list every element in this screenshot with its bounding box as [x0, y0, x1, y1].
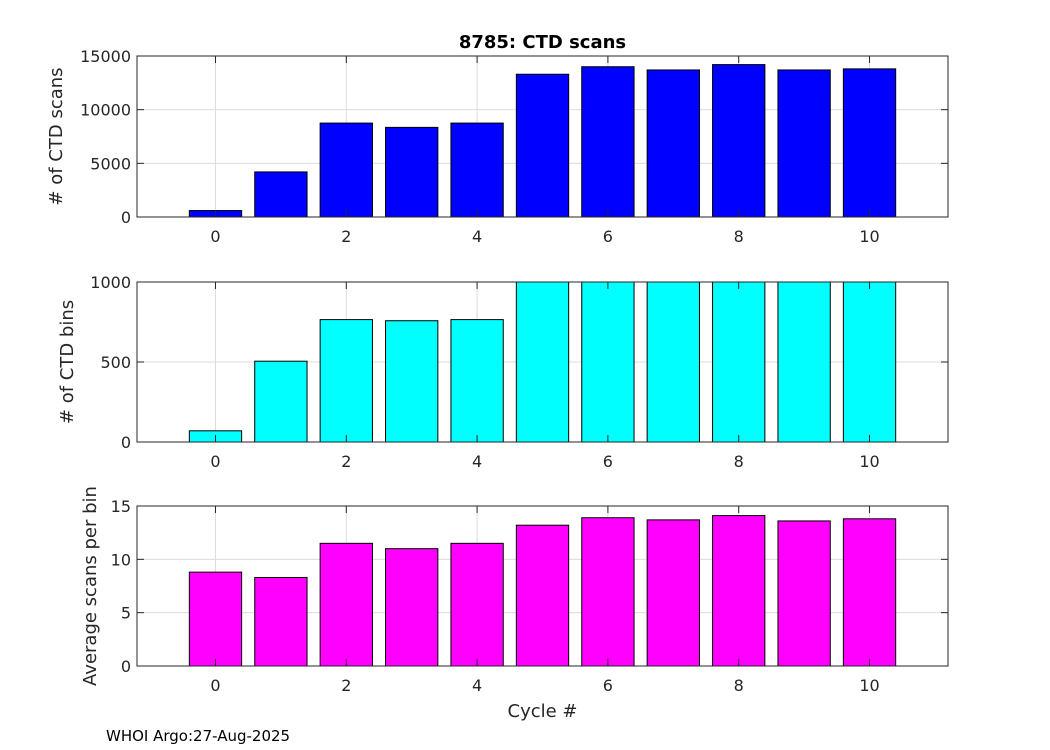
x-tick-label: 6 — [603, 227, 613, 246]
bar-cycle-6 — [581, 66, 635, 218]
footer-credit: WHOI Argo:27-Aug-2025 — [106, 727, 290, 745]
x-tick-label: 10 — [859, 452, 879, 471]
bar-cycle-2 — [319, 122, 373, 218]
bar-cycle-5 — [515, 281, 570, 443]
bar-cycle-7 — [646, 69, 700, 218]
bar-cycle-4 — [450, 122, 504, 218]
bar-cycle-8 — [712, 281, 766, 443]
axes-frame — [136, 55, 949, 218]
y-axis-label: Average scans per bin — [80, 486, 101, 686]
bar-cycle-1 — [254, 171, 308, 218]
x-tick-label: 4 — [472, 227, 482, 246]
bar-cycle-9 — [777, 520, 831, 667]
bar-cycle-8 — [712, 515, 766, 667]
bar-cycle-5 — [515, 73, 570, 218]
x-tick-label: 2 — [341, 227, 351, 246]
bar-cycle-4 — [450, 319, 504, 443]
bar-cycle-6 — [581, 281, 635, 443]
x-tick-label: 10 — [859, 227, 879, 246]
bar-cycle-6 — [581, 517, 635, 667]
y-tick-label: 500 — [100, 353, 131, 372]
bar-cycle-2 — [319, 542, 373, 667]
chart-panel-ctd-bins: 0 2 4 6 8 10 0 500 1000 # of CTD bins — [57, 273, 949, 471]
y-axis-label: # of CTD bins — [57, 300, 78, 424]
y-tick-label: 5000 — [90, 154, 131, 173]
y-tick-label: 10000 — [80, 101, 131, 120]
bar-cycle-1 — [254, 360, 308, 443]
y-tick-label: 15 — [111, 497, 131, 516]
x-tick-label: 0 — [210, 452, 220, 471]
y-tick-label: 1000 — [90, 273, 131, 292]
bar-cycle-8 — [712, 64, 766, 218]
y-tick-label: 0 — [121, 208, 131, 227]
x-tick-label: 4 — [472, 452, 482, 471]
y-tick-label: 10 — [111, 550, 131, 569]
x-tick-label: 2 — [341, 452, 351, 471]
x-tick-label: 8 — [734, 676, 744, 695]
bar-cycle-3 — [385, 320, 439, 443]
y-tick-label: 0 — [121, 657, 131, 676]
x-tick-label: 2 — [341, 676, 351, 695]
x-axis-label: Cycle # — [508, 701, 578, 722]
y-tick-label: 0 — [121, 433, 131, 452]
bar-cycle-10 — [842, 281, 897, 443]
x-tick-label: 8 — [734, 452, 744, 471]
bar-cycle-0 — [188, 571, 243, 667]
chart-panel-ctd-scans: 0 2 4 6 8 10 0 5000 10000 15000 # of CTD scans 8785… — [46, 32, 949, 246]
bar-cycle-10 — [842, 518, 897, 667]
y-axis-label: # of CTD scans — [46, 67, 67, 205]
y-tick-label: 15000 — [80, 47, 131, 66]
y-tick-label: 5 — [121, 604, 131, 623]
bar-cycle-9 — [777, 69, 831, 218]
bar-cycle-7 — [646, 519, 700, 667]
bar-cycle-3 — [385, 126, 439, 218]
bar-cycle-10 — [842, 68, 897, 218]
bar-cycle-9 — [777, 281, 831, 443]
x-tick-label: 6 — [603, 676, 613, 695]
bar-cycle-7 — [646, 281, 700, 443]
bar-cycle-2 — [319, 319, 373, 443]
axes-frame — [136, 505, 949, 667]
x-tick-label: 8 — [734, 227, 744, 246]
bar-cycle-5 — [515, 524, 570, 667]
bar-cycle-4 — [450, 542, 504, 667]
chart-panel-avg-scans-per-bin: 0 2 4 6 8 10 0 5 10 15 Average scans per bin Cycle … — [80, 486, 949, 722]
bar-cycle-1 — [254, 576, 308, 667]
bar-cycle-3 — [385, 548, 439, 667]
x-tick-label: 6 — [603, 452, 613, 471]
x-tick-label: 4 — [472, 676, 482, 695]
x-tick-label: 0 — [210, 676, 220, 695]
chart-title: 8785: CTD scans — [459, 32, 626, 53]
x-tick-label: 10 — [859, 676, 879, 695]
x-tick-label: 0 — [210, 227, 220, 246]
